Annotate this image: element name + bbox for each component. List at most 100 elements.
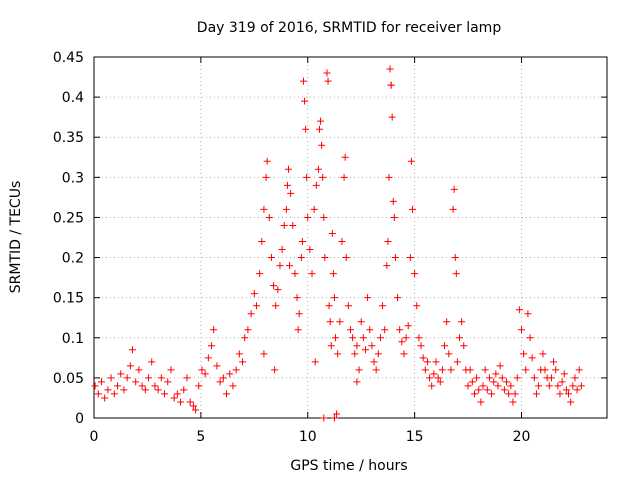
data-point [318, 141, 326, 149]
data-point [381, 326, 389, 334]
data-point [317, 117, 325, 125]
data-point [554, 382, 562, 390]
data-point [282, 205, 290, 213]
data-point [541, 366, 549, 374]
data-point [274, 286, 282, 294]
data-point [515, 306, 523, 314]
data-point [475, 386, 483, 394]
data-point [123, 374, 131, 382]
data-point [528, 354, 536, 362]
x-tick-label: 15 [406, 429, 424, 445]
data-point [498, 374, 506, 382]
data-point [167, 366, 175, 374]
data-point [567, 398, 575, 406]
data-point [151, 382, 159, 390]
data-point [402, 334, 410, 342]
data-point [295, 310, 303, 318]
y-tick-label: 0.35 [53, 130, 84, 146]
data-point [481, 366, 489, 374]
data-point [216, 378, 224, 386]
data-point [458, 318, 466, 326]
data-point [353, 342, 361, 350]
data-point [325, 302, 333, 310]
data-point [201, 370, 209, 378]
data-point [496, 362, 504, 370]
data-point [260, 205, 268, 213]
data-point [575, 366, 583, 374]
data-point [173, 390, 181, 398]
data-point [107, 374, 115, 382]
data-point [374, 350, 382, 358]
data-point [204, 354, 212, 362]
axis-ticks: 0 0.05 0.1 0.15 0.2 0.25 0.3 0.35 0.4 0.45 0 5 10 15 2… [53, 50, 607, 445]
data-point [192, 406, 200, 414]
data-point [289, 221, 297, 229]
data-point [101, 394, 109, 402]
data-point [301, 97, 309, 105]
data-point [441, 342, 449, 350]
data-point [329, 270, 337, 278]
data-point [419, 354, 427, 362]
data-point [293, 294, 301, 302]
data-point [213, 362, 221, 370]
x-tick-label: 10 [299, 429, 317, 445]
data-point [265, 213, 273, 221]
data-point [128, 346, 136, 354]
data-point [473, 374, 481, 382]
data-point [303, 173, 311, 181]
data-point [408, 205, 416, 213]
data-point [333, 410, 341, 418]
data-point [426, 374, 434, 382]
data-point [385, 173, 393, 181]
data-point [97, 378, 105, 386]
data-point [394, 294, 402, 302]
data-point [170, 394, 178, 402]
data-point [539, 350, 547, 358]
data-point [154, 386, 162, 394]
data-point [500, 386, 508, 394]
chart-title: Day 319 of 2016, SRMTID for receiver lam… [197, 20, 502, 36]
data-point [164, 378, 172, 386]
data-point [415, 334, 423, 342]
data-point [389, 197, 397, 205]
data-point [271, 366, 279, 374]
data-point [347, 326, 354, 334]
data-point [195, 382, 203, 390]
data-point [417, 342, 425, 350]
data-point [387, 81, 395, 89]
data-point [436, 378, 444, 386]
data-point [250, 290, 258, 298]
data-point [452, 270, 460, 278]
data-point [341, 153, 349, 161]
data-point [530, 374, 538, 382]
data-point [453, 358, 461, 366]
data-point [319, 173, 327, 181]
x-tick-label: 0 [90, 429, 99, 445]
data-point [364, 294, 372, 302]
data-point [398, 338, 406, 346]
data-point [483, 386, 491, 394]
data-point [430, 370, 438, 378]
data-point [388, 113, 396, 121]
data-point [117, 370, 125, 378]
data-point [239, 358, 247, 366]
data-point [308, 270, 316, 278]
data-point [302, 125, 310, 133]
data-point [468, 378, 476, 386]
data-point [91, 382, 99, 390]
data-point [359, 334, 367, 342]
data-point [232, 366, 240, 374]
data-point [321, 254, 329, 262]
data-point [532, 390, 540, 398]
data-point [332, 334, 340, 342]
data-point [294, 326, 302, 334]
data-point [569, 382, 577, 390]
data-point [456, 334, 464, 342]
data-point [252, 302, 260, 310]
data-point [270, 282, 278, 290]
data-point [141, 386, 149, 394]
data-point [342, 254, 350, 262]
data-point [492, 370, 500, 378]
data-point [361, 346, 369, 354]
